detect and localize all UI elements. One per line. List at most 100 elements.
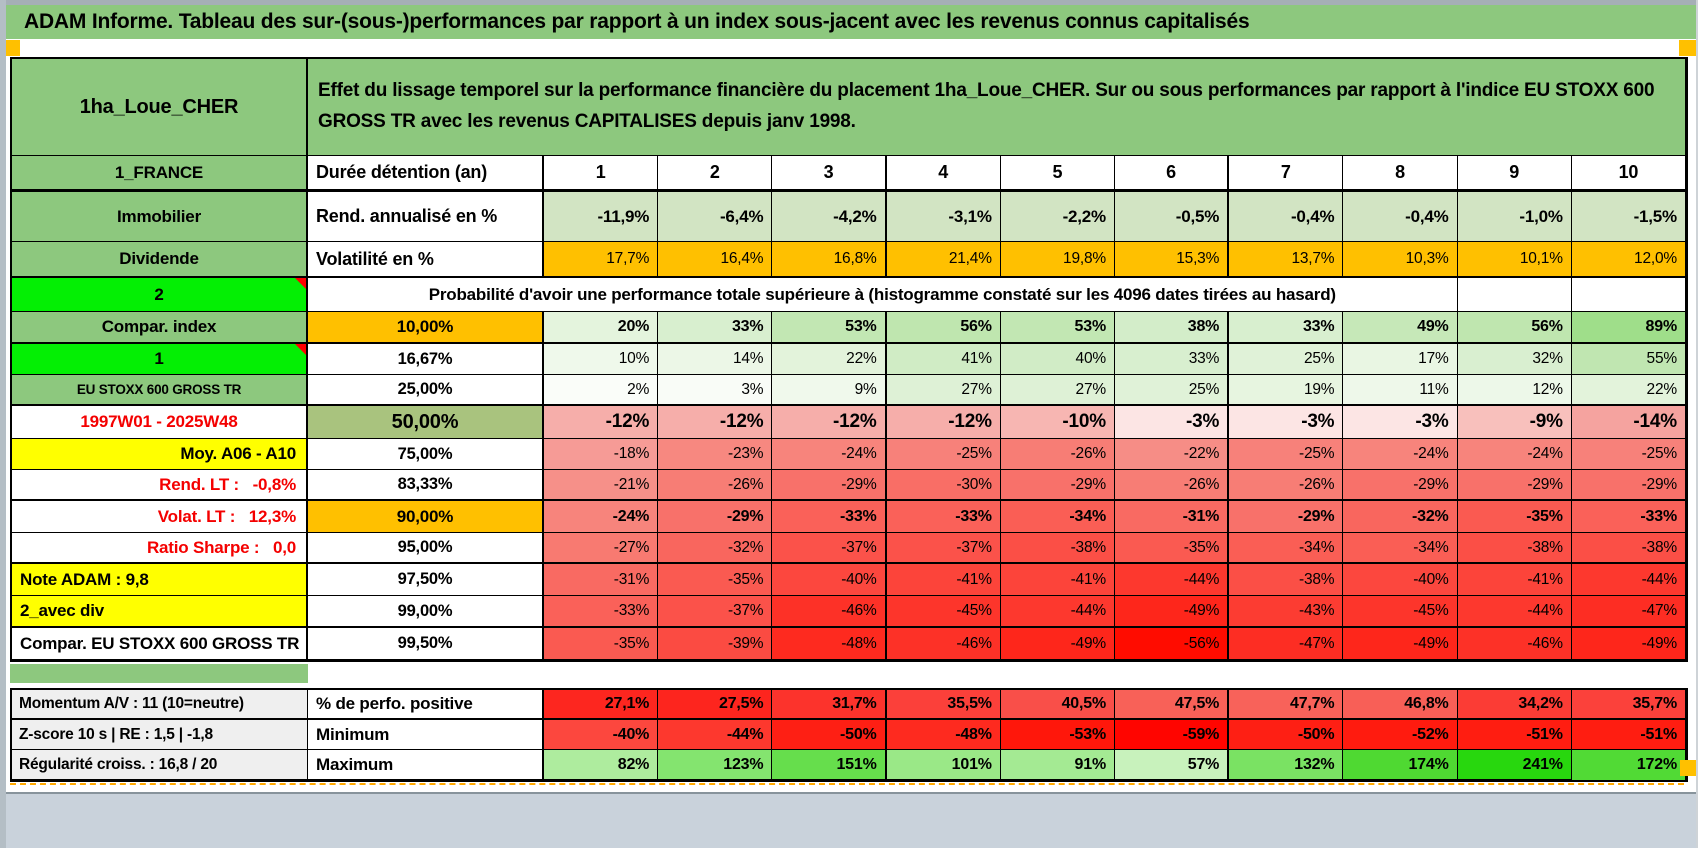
table-cell-r10c10[interactable]: -29% <box>1457 470 1572 501</box>
table-cell-r3c7[interactable]: 15,3% <box>1114 242 1230 278</box>
table-cell-r1c10[interactable]: -51% <box>1457 720 1572 750</box>
table-cell-r11c8[interactable]: -29% <box>1229 501 1344 533</box>
table-cell-r8c2[interactable]: -12% <box>544 406 659 439</box>
table-cell-r10c8[interactable]: -26% <box>1229 470 1344 501</box>
table-cell-r13c3[interactable]: -35% <box>658 564 773 596</box>
variant-label[interactable]: 2_avec div <box>12 596 308 628</box>
table-cell-r11c9[interactable]: -32% <box>1343 501 1458 533</box>
table-cell-r0c11[interactable]: 35,7% <box>1571 690 1686 720</box>
table-cell-r3c3[interactable]: 16,4% <box>658 242 773 278</box>
table-cell-r5c11[interactable]: 89% <box>1571 312 1686 344</box>
maximum-label[interactable]: Maximum <box>308 750 544 780</box>
table-cell-r3c8[interactable]: 13,7% <box>1229 242 1344 278</box>
table-cell-r2c2[interactable]: -11,9% <box>544 192 659 242</box>
quantile-10[interactable]: 10,00% <box>308 312 544 344</box>
table-cell-r12c7[interactable]: -35% <box>1114 533 1230 564</box>
quantile-25[interactable]: 25,00% <box>308 375 544 406</box>
table-cell-r1c6[interactable]: -53% <box>1000 720 1115 750</box>
holding-duration-header[interactable]: Durée détention (an) <box>308 156 544 192</box>
table-cell-r1c3[interactable]: 2 <box>658 156 773 192</box>
table-cell-r2c9[interactable]: 174% <box>1343 750 1458 780</box>
table-cell-r10c11[interactable]: -29% <box>1571 470 1686 501</box>
quantile-97-5[interactable]: 97,50% <box>308 564 544 596</box>
table-cell-r2c9[interactable]: -0,4% <box>1343 192 1458 242</box>
table-description[interactable]: Effet du lissage temporel sur la perform… <box>308 59 1686 156</box>
table-cell-r9c9[interactable]: -24% <box>1343 439 1458 470</box>
zscore-label[interactable]: Z-score 10 s | RE : 1,5 | -1,8 <box>12 720 308 750</box>
table-cell-r0c8[interactable]: 47,7% <box>1229 690 1344 720</box>
table-cell-r15c3[interactable]: -39% <box>658 628 773 660</box>
table-cell-r8c6[interactable]: -10% <box>1000 406 1115 439</box>
table-cell-r9c6[interactable]: -26% <box>1000 439 1115 470</box>
table-cell-r1c4[interactable]: 3 <box>772 156 887 192</box>
table-cell-r3c9[interactable]: 10,3% <box>1343 242 1458 278</box>
table-cell-r1c8[interactable]: -50% <box>1229 720 1344 750</box>
average-a06-a10-label[interactable]: Moy. A06 - A10 <box>12 439 308 470</box>
table-cell-r5c2[interactable]: 20% <box>544 312 659 344</box>
table-cell-r2c4[interactable]: 151% <box>772 750 887 780</box>
table-cell-r7c10[interactable]: 12% <box>1457 375 1572 406</box>
table-cell-r15c5[interactable]: -46% <box>886 628 1001 660</box>
probability-header[interactable]: Probabilité d'avoir une performance tota… <box>308 278 1458 312</box>
table-cell-r2c3[interactable]: -6,4% <box>658 192 773 242</box>
table-cell-r1c2[interactable]: -40% <box>544 720 659 750</box>
quantile-83-33[interactable]: 83,33% <box>308 470 544 501</box>
table-cell-r2c6[interactable]: 91% <box>1000 750 1115 780</box>
table-cell-r6c9[interactable]: 17% <box>1343 344 1458 375</box>
table-cell-r13c11[interactable]: -44% <box>1571 564 1686 596</box>
table-cell-r9c8[interactable]: -25% <box>1229 439 1344 470</box>
table-cell-r2c7[interactable]: -0,5% <box>1114 192 1230 242</box>
table-cell-r10c2[interactable]: -21% <box>544 470 659 501</box>
table-cell-r14c11[interactable]: -47% <box>1571 596 1686 628</box>
table-cell-r8c10[interactable]: -9% <box>1457 406 1572 439</box>
table-cell-r11c2[interactable]: -24% <box>544 501 659 533</box>
table-cell-r14c7[interactable]: -49% <box>1114 596 1230 628</box>
table-cell-r14c3[interactable]: -37% <box>658 596 773 628</box>
table-cell-r4c3[interactable] <box>1571 278 1686 312</box>
table-cell-r1c6[interactable]: 5 <box>1000 156 1115 192</box>
table-cell-r13c2[interactable]: -31% <box>544 564 659 596</box>
green-separator-cell[interactable] <box>10 664 308 683</box>
table-cell-r1c7[interactable]: 6 <box>1114 156 1230 192</box>
table-cell-r1c8[interactable]: 7 <box>1229 156 1344 192</box>
table-cell-r10c7[interactable]: -26% <box>1114 470 1230 501</box>
table-cell-r15c10[interactable]: -46% <box>1457 628 1572 660</box>
table-cell-r5c9[interactable]: 49% <box>1343 312 1458 344</box>
table-cell-r3c11[interactable]: 12,0% <box>1571 242 1686 278</box>
table-cell-r12c11[interactable]: -38% <box>1571 533 1686 564</box>
table-cell-r0c7[interactable]: 47,5% <box>1114 690 1230 720</box>
table-cell-r7c3[interactable]: 3% <box>658 375 773 406</box>
table-cell-r2c5[interactable]: 101% <box>886 750 1001 780</box>
period-label[interactable]: 1997W01 - 2025W48 <box>12 406 308 439</box>
momentum-label[interactable]: Momentum A/V : 11 (10=neutre) <box>12 690 308 720</box>
table-cell-r0c10[interactable]: 34,2% <box>1457 690 1572 720</box>
compare-index-label[interactable]: Compar. index <box>12 312 308 344</box>
table-cell-r5c3[interactable]: 33% <box>658 312 773 344</box>
table-cell-r14c2[interactable]: -33% <box>544 596 659 628</box>
table-cell-r9c4[interactable]: -24% <box>772 439 887 470</box>
table-cell-r11c11[interactable]: -33% <box>1571 501 1686 533</box>
table-cell-r5c7[interactable]: 38% <box>1114 312 1230 344</box>
table-cell-r8c8[interactable]: -3% <box>1229 406 1344 439</box>
table-cell-r6c10[interactable]: 32% <box>1457 344 1572 375</box>
table-cell-r14c9[interactable]: -45% <box>1343 596 1458 628</box>
table-cell-r2c11[interactable]: 172% <box>1571 750 1686 780</box>
table-cell-r12c3[interactable]: -32% <box>658 533 773 564</box>
table-cell-r5c8[interactable]: 33% <box>1229 312 1344 344</box>
table-cell-r8c7[interactable]: -3% <box>1114 406 1230 439</box>
table-cell-r2c11[interactable]: -1,5% <box>1571 192 1686 242</box>
table-cell-r2c10[interactable]: -1,0% <box>1457 192 1572 242</box>
table-cell-r2c4[interactable]: -4,2% <box>772 192 887 242</box>
table-cell-r9c2[interactable]: -18% <box>544 439 659 470</box>
table-cell-r11c4[interactable]: -33% <box>772 501 887 533</box>
table-cell-r5c10[interactable]: 56% <box>1457 312 1572 344</box>
note-cell-2[interactable]: 2 <box>12 278 308 312</box>
table-cell-r7c9[interactable]: 11% <box>1343 375 1458 406</box>
table-cell-r12c8[interactable]: -34% <box>1229 533 1344 564</box>
table-cell-r12c2[interactable]: -27% <box>544 533 659 564</box>
quantile-95[interactable]: 95,00% <box>308 533 544 564</box>
table-cell-r10c9[interactable]: -29% <box>1343 470 1458 501</box>
table-cell-r13c10[interactable]: -41% <box>1457 564 1572 596</box>
table-cell-r1c7[interactable]: -59% <box>1114 720 1230 750</box>
table-cell-r6c6[interactable]: 40% <box>1000 344 1115 375</box>
